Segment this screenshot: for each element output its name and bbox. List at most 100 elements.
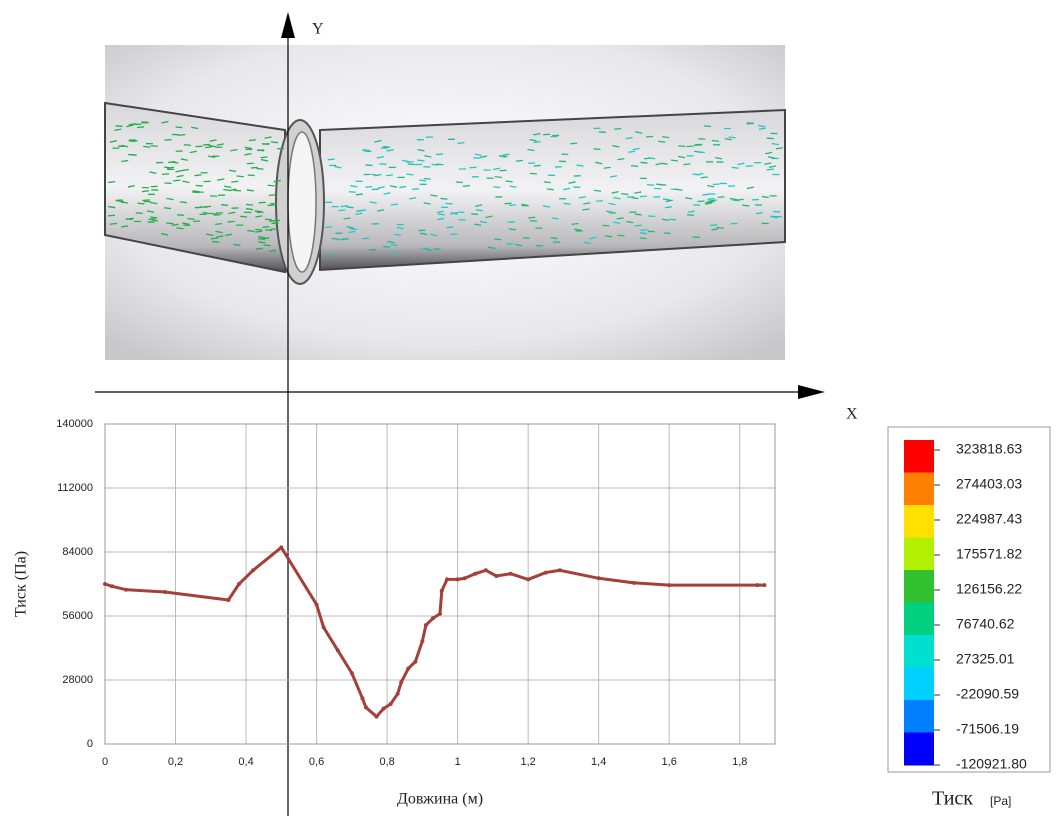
- flow-arrow: [120, 144, 129, 148]
- colorbar-title: Тиск: [932, 788, 973, 810]
- colorbar-swatch: [904, 667, 934, 701]
- flow-arrow: [533, 164, 541, 167]
- flow-arrow: [224, 233, 233, 237]
- flow-arrow: [406, 173, 414, 176]
- flow-arrow: [677, 155, 686, 159]
- flow-arrow: [742, 204, 750, 207]
- flow-arrow: [716, 226, 724, 229]
- flow-arrow: [272, 219, 281, 222]
- flow-arrow: [639, 232, 648, 235]
- flow-arrow: [267, 184, 275, 187]
- flow-arrow: [115, 199, 123, 202]
- flow-arrow: [662, 198, 671, 201]
- flow-arrow: [631, 165, 639, 168]
- flow-arrow: [429, 233, 438, 237]
- flow-arrow: [509, 185, 517, 188]
- flow-arrow: [771, 142, 780, 146]
- flow-arrow: [175, 169, 183, 173]
- flow-arrow: [261, 143, 269, 145]
- flow-arrow: [664, 206, 672, 209]
- overlay-y-arrow: [281, 12, 295, 38]
- x-tick-label: 1,2: [521, 756, 536, 768]
- x-tick-label: 0,4: [238, 756, 253, 768]
- flow-arrow: [245, 203, 254, 206]
- flow-arrow: [334, 165, 342, 169]
- colorbar-swatch: [904, 472, 934, 506]
- flow-arrow: [543, 181, 551, 184]
- flow-arrow: [262, 225, 270, 228]
- colorbar-swatch: [904, 732, 934, 766]
- flow-arrow: [704, 200, 713, 204]
- flow-arrow: [613, 221, 621, 224]
- flow-arrow: [692, 173, 700, 176]
- data-point: [455, 577, 460, 582]
- flow-arrow: [217, 178, 225, 181]
- flow-arrow: [148, 218, 156, 221]
- flow-arrow: [168, 160, 176, 164]
- flow-arrow: [655, 183, 663, 186]
- flow-arrow: [109, 140, 117, 143]
- flow-arrow: [363, 149, 371, 152]
- flow-arrow: [355, 212, 363, 216]
- flow-arrow: [121, 159, 129, 163]
- data-point: [483, 568, 488, 573]
- flow-arrow: [204, 205, 212, 208]
- flow-arrow: [502, 153, 510, 156]
- flow-arrow: [662, 136, 670, 139]
- flow-arrow: [230, 149, 238, 152]
- flow-arrow: [634, 213, 642, 216]
- flow-arrow: [340, 205, 348, 208]
- flow-arrow: [273, 179, 281, 183]
- flow-arrow: [396, 226, 404, 230]
- flow-arrow: [612, 144, 620, 148]
- flow-arrow: [578, 196, 586, 199]
- flow-arrow: [639, 195, 647, 198]
- colorbar-swatch: [904, 570, 934, 603]
- data-point: [381, 706, 386, 711]
- x-tick-label: 0: [102, 756, 108, 768]
- flow-arrow: [768, 165, 777, 169]
- flow-arrow: [546, 188, 554, 191]
- data-point: [543, 570, 548, 575]
- flow-arrow: [248, 139, 256, 142]
- flow-arrow: [755, 211, 763, 215]
- flow-arrow: [576, 164, 584, 167]
- flow-arrow: [233, 189, 242, 192]
- flow-arrow: [574, 228, 582, 231]
- colorbar-label: 126156.22: [956, 581, 1022, 597]
- x-tick-label: 1: [455, 756, 461, 768]
- flow-arrow: [389, 185, 398, 188]
- colorbar-swatch: [904, 635, 934, 668]
- flow-arrow: [582, 208, 590, 211]
- flow-arrow: [224, 185, 232, 189]
- flow-arrow: [707, 197, 715, 201]
- flow-arrow: [715, 157, 723, 160]
- flow-arrow: [178, 133, 186, 137]
- y-tick-label: 112000: [57, 482, 93, 494]
- flow-arrow: [365, 185, 373, 188]
- flow-arrow: [114, 128, 122, 132]
- flow-arrow: [108, 205, 116, 209]
- flow-arrow: [255, 215, 263, 218]
- flow-arrow: [150, 216, 158, 219]
- data-point: [406, 666, 411, 671]
- flow-arrow: [382, 245, 390, 248]
- flow-arrow: [212, 240, 220, 243]
- flow-arrow: [717, 196, 725, 198]
- x-tick-label: 1,6: [662, 756, 677, 768]
- flow-arrow: [609, 175, 618, 178]
- flow-arrow: [757, 124, 766, 128]
- data-point: [374, 714, 379, 719]
- overlay-y-label: Y: [312, 21, 324, 38]
- flow-arrow: [729, 197, 738, 201]
- flow-arrow: [173, 179, 181, 182]
- flow-arrow: [635, 131, 643, 134]
- flow-arrow: [121, 225, 129, 228]
- flow-arrow: [142, 199, 150, 202]
- flow-arrow: [450, 212, 459, 215]
- flow-arrow: [125, 218, 133, 221]
- flow-arrow: [359, 209, 367, 212]
- flow-arrow: [149, 171, 157, 174]
- flow-arrow: [256, 167, 264, 170]
- flow-arrow: [346, 225, 354, 229]
